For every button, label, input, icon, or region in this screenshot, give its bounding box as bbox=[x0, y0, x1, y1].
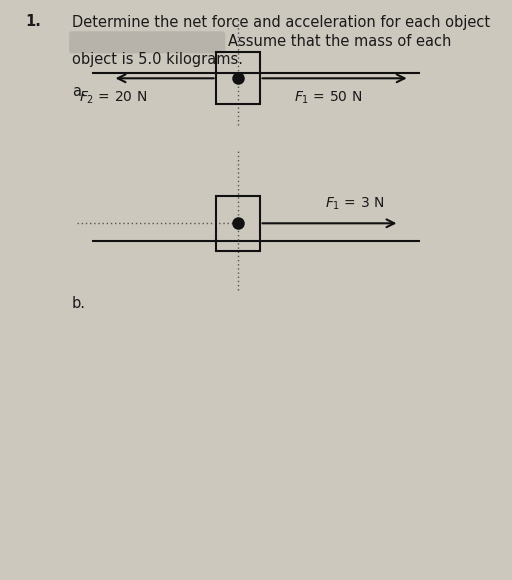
Text: b.: b. bbox=[72, 296, 86, 311]
Bar bbox=[217, 52, 260, 104]
Text: $F_2$ = 20 N: $F_2$ = 20 N bbox=[79, 90, 147, 106]
FancyBboxPatch shape bbox=[69, 31, 225, 53]
Text: object is 5.0 kilograms.: object is 5.0 kilograms. bbox=[72, 52, 243, 67]
Text: 1.: 1. bbox=[26, 14, 41, 30]
Text: $F_1$ = 50 N: $F_1$ = 50 N bbox=[294, 90, 362, 106]
Text: Assume that the mass of each: Assume that the mass of each bbox=[228, 34, 451, 49]
Text: $F_1$ = 3 N: $F_1$ = 3 N bbox=[325, 195, 385, 212]
Text: a.: a. bbox=[72, 84, 86, 99]
Text: Determine the net force and acceleration for each object: Determine the net force and acceleration… bbox=[72, 14, 490, 30]
Bar bbox=[217, 196, 260, 251]
